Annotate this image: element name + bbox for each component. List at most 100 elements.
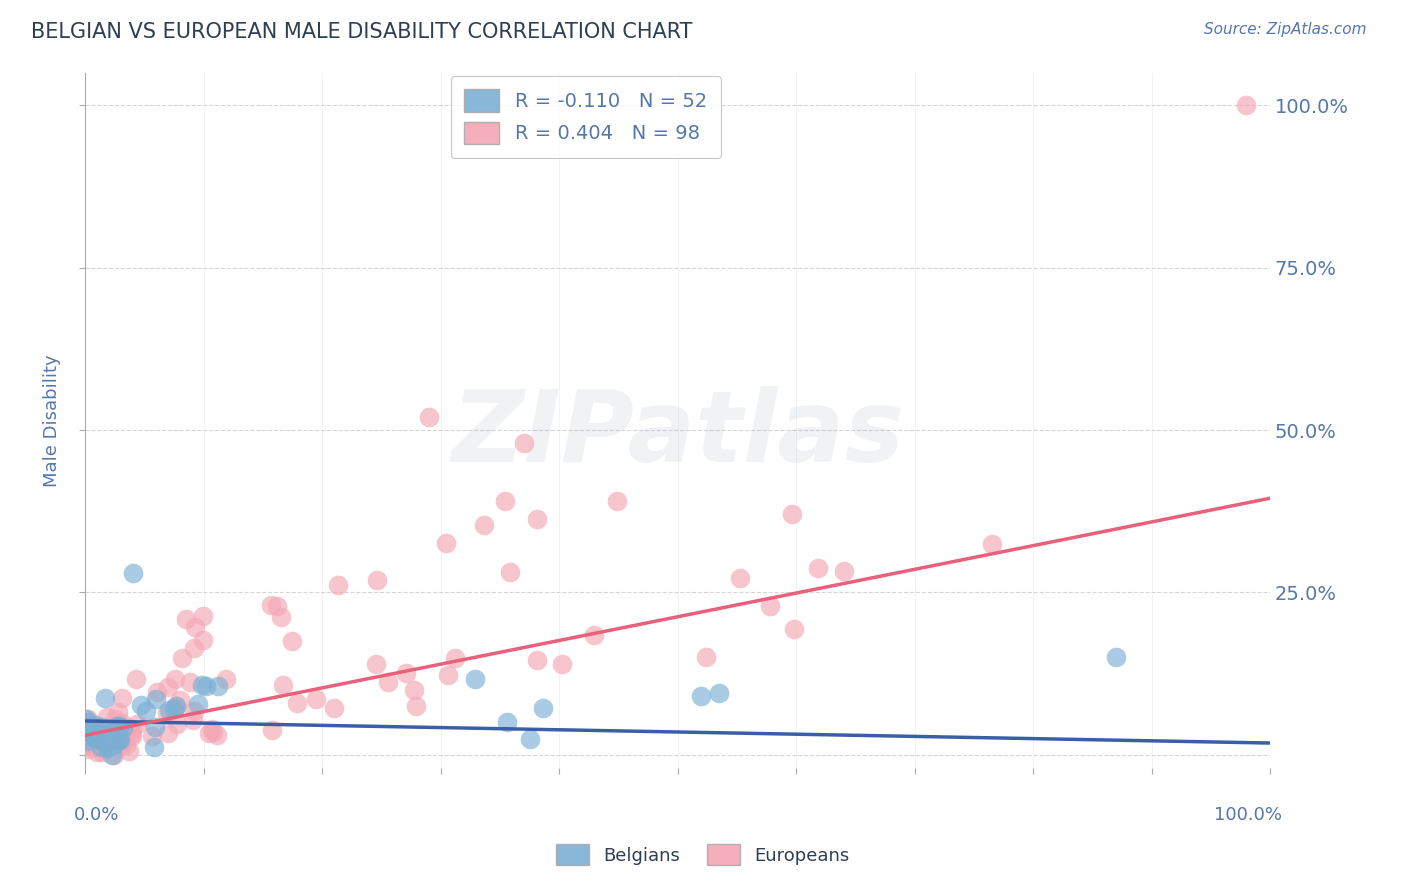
Point (76, 738, 98, 752)
Point (141, 729, 163, 743)
Point (551, 657, 574, 672)
Point (90, 724, 112, 739)
Point (437, 668, 460, 682)
Point (156, 726, 179, 740)
Point (101, 747, 124, 762)
Point (121, 729, 143, 743)
Point (87, 730, 110, 744)
Point (89, 721, 111, 735)
Point (118, 744, 141, 758)
Legend: Belgians, Europeans: Belgians, Europeans (550, 837, 856, 872)
Point (366, 573, 388, 587)
Point (86, 745, 108, 759)
Y-axis label: Male Disability: Male Disability (44, 354, 60, 487)
Point (499, 566, 522, 580)
Point (191, 608, 214, 623)
Point (194, 679, 217, 693)
Point (183, 713, 205, 727)
Point (90, 739, 112, 754)
Point (496, 714, 519, 729)
Point (526, 653, 548, 667)
Point (285, 696, 308, 710)
Point (526, 511, 548, 525)
Point (472, 517, 495, 532)
Point (114, 722, 136, 736)
Point (326, 578, 349, 592)
Point (110, 725, 132, 739)
Point (377, 674, 399, 689)
Point (93, 729, 115, 743)
Point (77, 712, 100, 726)
Point (166, 698, 188, 713)
Point (207, 679, 229, 693)
Point (402, 683, 425, 698)
Point (270, 609, 292, 624)
Point (75, 717, 97, 731)
Point (111, 691, 134, 706)
Point (93, 731, 115, 746)
Point (84, 722, 107, 736)
Point (111, 738, 134, 752)
Point (107, 733, 129, 747)
Point (103, 747, 125, 762)
Point (129, 698, 152, 713)
Point (111, 721, 134, 735)
Point (100, 729, 122, 743)
Point (201, 725, 224, 739)
Point (75, 713, 97, 727)
Point (215, 672, 238, 686)
Point (281, 634, 304, 648)
Point (121, 566, 143, 580)
Point (82, 730, 104, 744)
Point (1234, 98, 1257, 112)
Point (690, 690, 713, 704)
Point (157, 680, 180, 694)
Point (463, 672, 485, 686)
Point (728, 571, 751, 585)
Point (271, 678, 294, 692)
Point (163, 702, 186, 716)
Point (98, 725, 121, 739)
Point (103, 737, 125, 751)
Point (76, 737, 98, 751)
Point (90, 742, 112, 756)
Point (90, 730, 112, 744)
Point (207, 728, 229, 742)
Point (187, 698, 209, 712)
Point (120, 721, 142, 735)
Point (91, 733, 114, 747)
Point (96, 710, 118, 724)
Point (75, 739, 97, 753)
Point (418, 410, 440, 425)
Point (77, 715, 100, 730)
Point (780, 508, 803, 522)
Point (107, 731, 129, 746)
Point (582, 627, 605, 641)
Point (176, 612, 198, 626)
Point (114, 730, 136, 744)
Text: 0.0%: 0.0% (73, 805, 120, 824)
Text: Source: ZipAtlas.com: Source: ZipAtlas.com (1204, 22, 1367, 37)
Text: ZIPatlas: ZIPatlas (451, 385, 904, 483)
Point (127, 717, 149, 731)
Point (145, 692, 167, 706)
Point (77, 741, 100, 756)
Point (142, 740, 165, 755)
Text: 100.0%: 100.0% (1213, 805, 1282, 824)
Point (94, 731, 117, 745)
Point (91, 745, 114, 759)
Point (108, 733, 131, 747)
Point (77, 722, 100, 736)
Point (115, 738, 138, 752)
Point (90, 720, 112, 734)
Point (305, 692, 328, 706)
Point (94, 691, 117, 706)
Point (121, 723, 143, 738)
Point (79, 727, 101, 741)
Point (184, 620, 207, 634)
Point (84, 718, 107, 732)
Point (606, 493, 628, 508)
Point (807, 561, 830, 575)
Point (91, 730, 114, 744)
Legend: R = -0.110   N = 52, R = 0.404   N = 98: R = -0.110 N = 52, R = 0.404 N = 98 (450, 76, 720, 158)
